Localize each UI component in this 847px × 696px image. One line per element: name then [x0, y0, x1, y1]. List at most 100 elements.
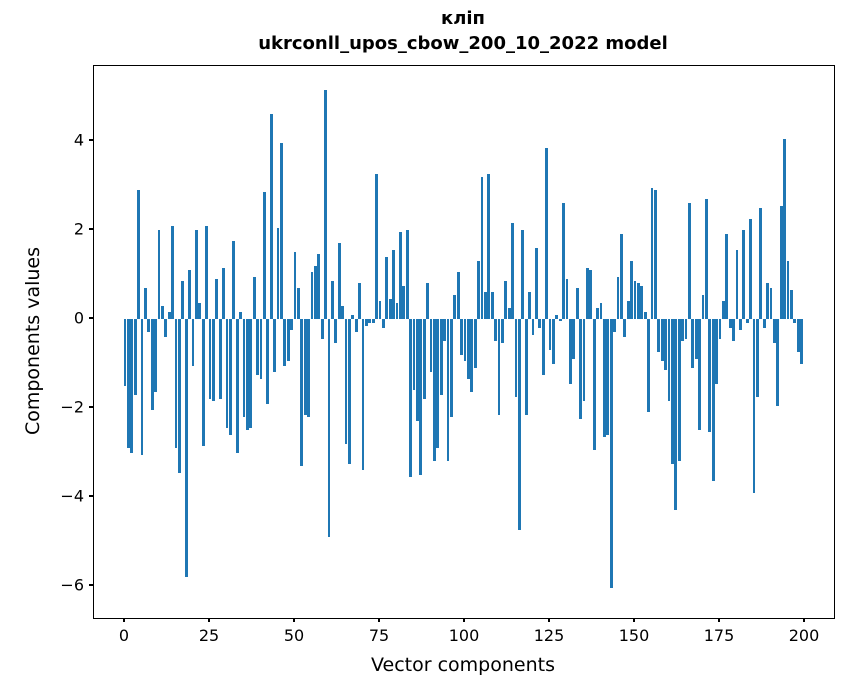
x-tick-mark — [378, 618, 380, 622]
bar — [606, 319, 610, 435]
bar — [443, 319, 446, 342]
bar — [297, 287, 300, 319]
bar — [501, 319, 504, 344]
bar — [684, 319, 688, 340]
bar — [239, 312, 242, 319]
bar — [779, 205, 783, 319]
bar — [344, 319, 348, 444]
bar — [416, 319, 419, 422]
bar — [276, 227, 280, 319]
bar — [242, 319, 246, 417]
bar — [392, 250, 395, 319]
bar — [640, 285, 644, 319]
bar — [524, 319, 528, 415]
y-tick-mark — [89, 584, 93, 586]
x-tick-mark — [463, 618, 465, 622]
x-tick-label: 75 — [368, 626, 390, 645]
x-tick-label: 125 — [533, 626, 565, 645]
bar — [460, 319, 463, 355]
bar — [314, 265, 317, 319]
bar — [351, 314, 355, 319]
bar — [331, 281, 334, 319]
bar — [674, 319, 678, 511]
x-tick-mark — [803, 618, 805, 622]
bar — [205, 225, 208, 319]
bar — [664, 319, 667, 371]
bar — [157, 230, 161, 319]
bar — [161, 305, 164, 319]
bar — [487, 174, 491, 319]
bar — [558, 319, 562, 322]
bar — [222, 267, 225, 319]
bar — [725, 234, 729, 319]
y-tick-label: 2 — [73, 219, 84, 239]
bar — [643, 312, 647, 319]
bar — [337, 243, 341, 319]
bar — [422, 319, 426, 400]
bar — [732, 319, 735, 342]
bar — [395, 303, 399, 319]
bar — [705, 198, 708, 319]
bar — [786, 261, 790, 319]
bar — [531, 319, 535, 335]
bar — [256, 319, 259, 375]
bar — [280, 143, 283, 319]
bar — [494, 319, 497, 342]
bar — [535, 247, 538, 319]
x-tick-mark — [123, 618, 125, 622]
bar — [783, 138, 786, 319]
bar — [144, 287, 147, 319]
bar — [388, 298, 392, 319]
bar — [375, 174, 378, 319]
bar — [249, 319, 253, 429]
bar — [150, 319, 154, 411]
bar — [467, 319, 470, 380]
y-tick-mark — [89, 406, 93, 408]
bar — [637, 283, 640, 319]
bar — [259, 319, 263, 380]
bar — [178, 319, 181, 473]
bar — [745, 319, 749, 324]
y-tick-label: −6 — [60, 575, 84, 595]
bar — [504, 281, 508, 319]
x-tick-mark — [293, 618, 295, 622]
x-tick-label: 100 — [448, 626, 480, 645]
bar — [399, 232, 402, 319]
chart-title-block: кліп ukrconll_upos_cbow_200_10_2022 mode… — [93, 6, 833, 56]
bar — [630, 261, 633, 319]
bar — [133, 319, 137, 395]
bar — [620, 234, 623, 319]
bar — [480, 176, 484, 319]
bar — [718, 319, 722, 340]
bar — [796, 319, 800, 353]
y-tick-mark — [89, 317, 93, 319]
bar — [626, 301, 630, 319]
bar — [698, 319, 701, 431]
bar — [586, 267, 589, 319]
bar — [341, 305, 344, 319]
bar — [348, 319, 351, 464]
bar — [303, 319, 307, 415]
bar — [545, 147, 548, 319]
bar — [225, 319, 229, 429]
x-tick-label: 150 — [618, 626, 650, 645]
bar — [722, 301, 725, 319]
bar — [650, 187, 654, 319]
bar — [538, 319, 542, 328]
bar — [562, 203, 565, 319]
bar — [623, 319, 627, 337]
y-tick-label: 0 — [73, 308, 84, 328]
bar — [300, 319, 304, 466]
bar — [739, 319, 742, 331]
bar — [773, 319, 776, 344]
bar — [212, 319, 215, 402]
bar — [800, 319, 803, 364]
bar — [528, 292, 531, 319]
x-tick-label: 0 — [118, 626, 130, 645]
y-axis-label: Components values — [22, 246, 44, 436]
bar — [518, 319, 521, 531]
bar — [439, 319, 443, 395]
bar — [164, 319, 168, 337]
bar — [130, 319, 134, 453]
